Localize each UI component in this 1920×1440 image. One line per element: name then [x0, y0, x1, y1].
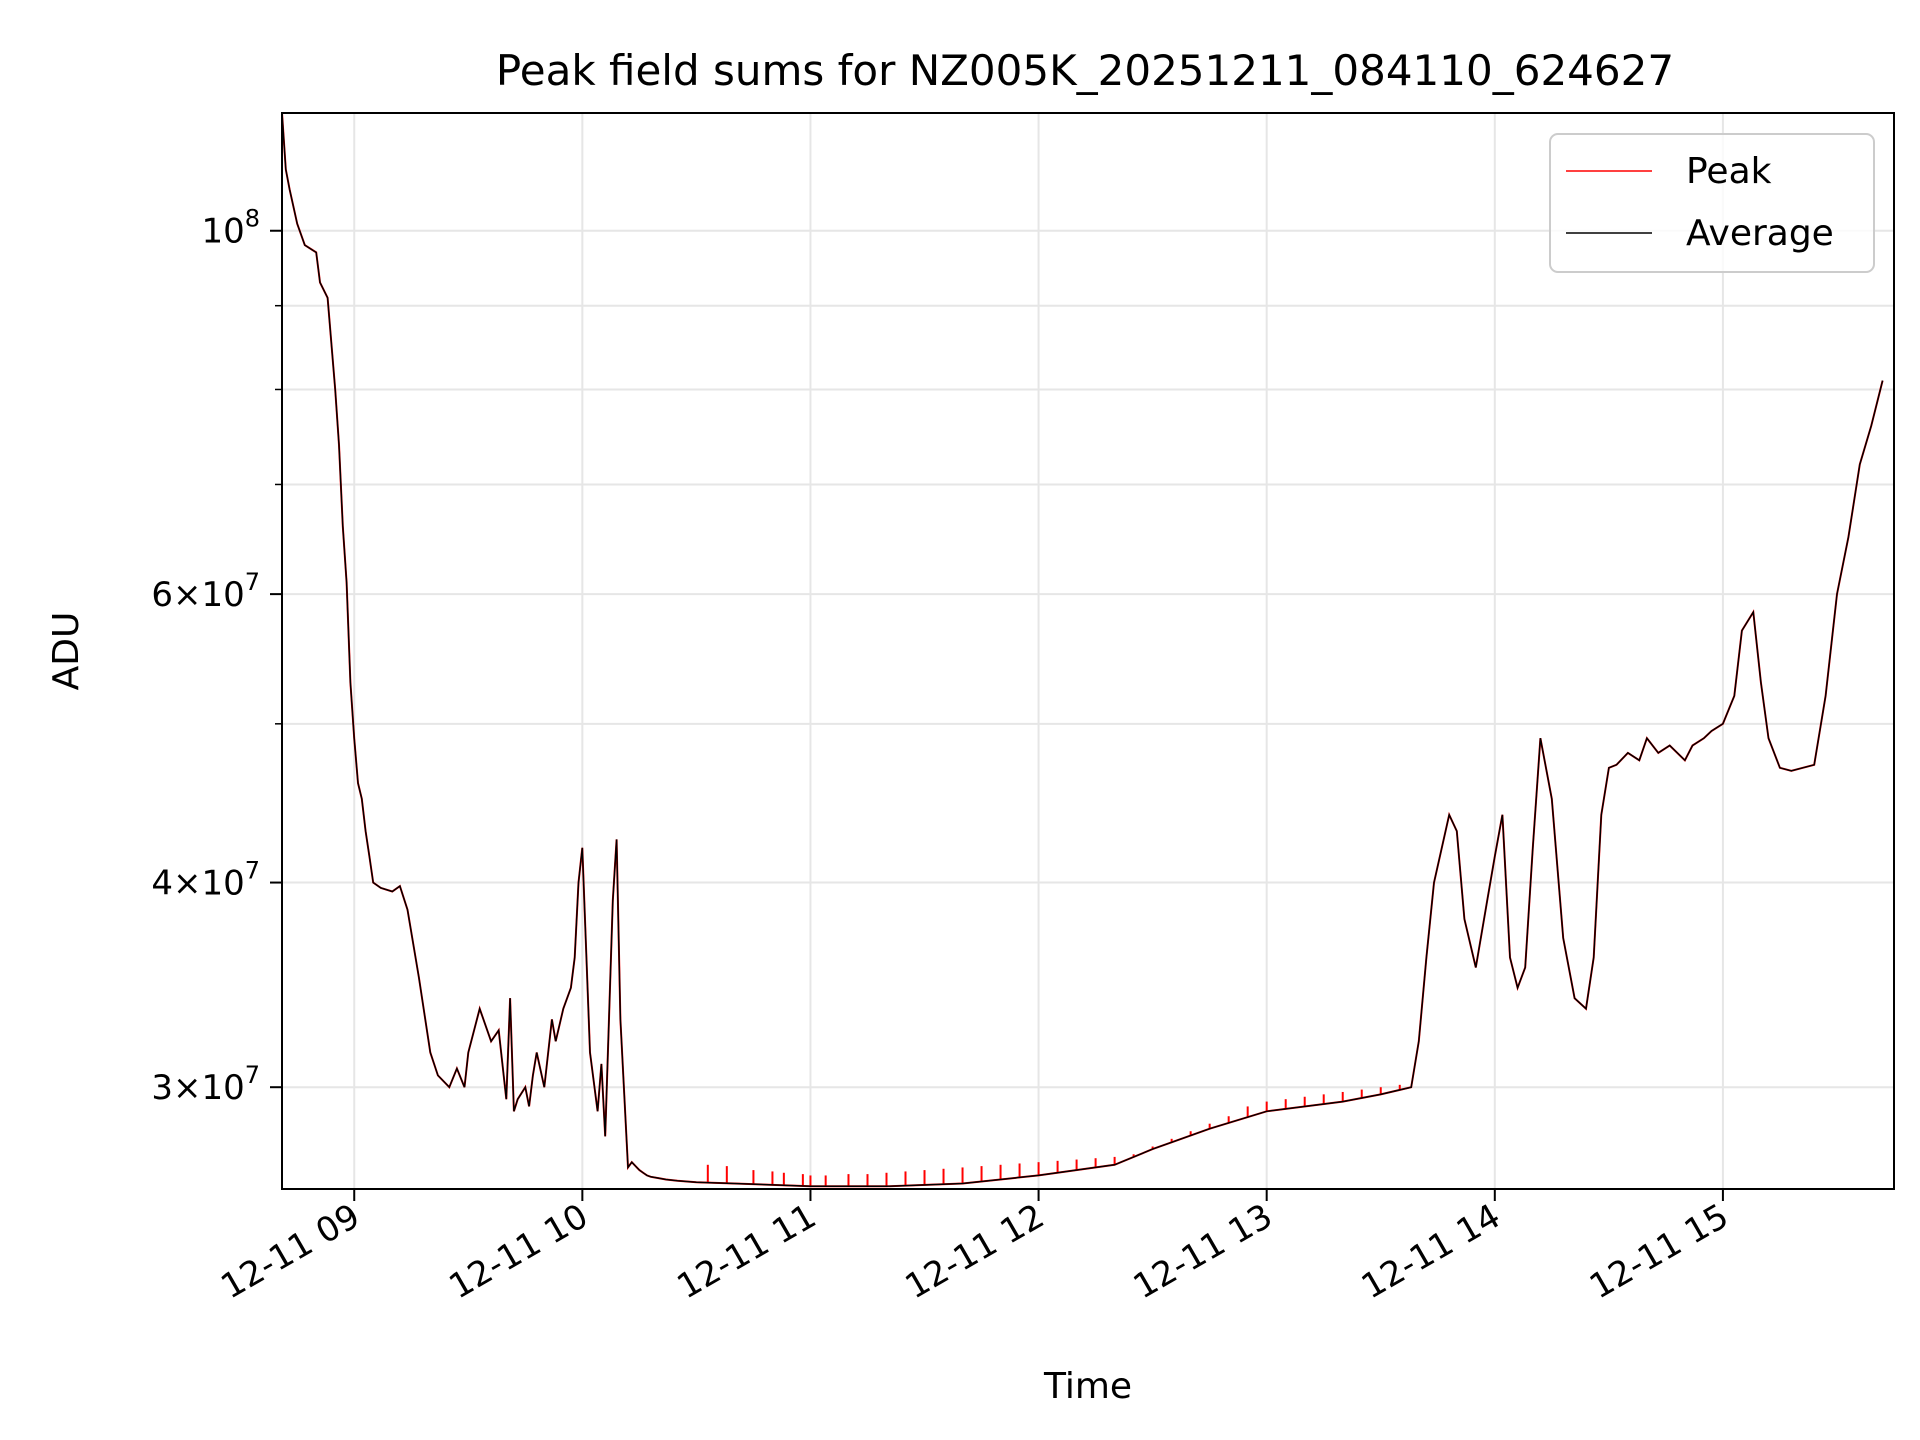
plot-area	[282, 113, 1894, 1189]
grid	[282, 113, 1894, 1189]
series-average-line	[282, 113, 1884, 1188]
y-tick-label: 108	[201, 205, 260, 252]
chart-title: Peak field sums for NZ005K_20251211_0841…	[496, 46, 1674, 95]
legend-label-average: Average	[1686, 213, 1834, 254]
legend-label-peak: Peak	[1686, 151, 1772, 192]
y-tick-label: 3×107	[151, 1061, 260, 1108]
plot-frame	[281, 112, 1895, 1190]
legend: Peak Average	[1549, 133, 1875, 273]
y-axis: 108 6×107 4×107 3×107	[151, 205, 282, 1108]
legend-box	[1549, 133, 1875, 273]
x-axis-label: Time	[1043, 1366, 1132, 1407]
series-layer	[282, 113, 1884, 1188]
y-axis-label: ADU	[46, 612, 87, 691]
y-tick-label: 4×107	[151, 857, 260, 904]
y-tick-label: 6×107	[151, 568, 260, 615]
